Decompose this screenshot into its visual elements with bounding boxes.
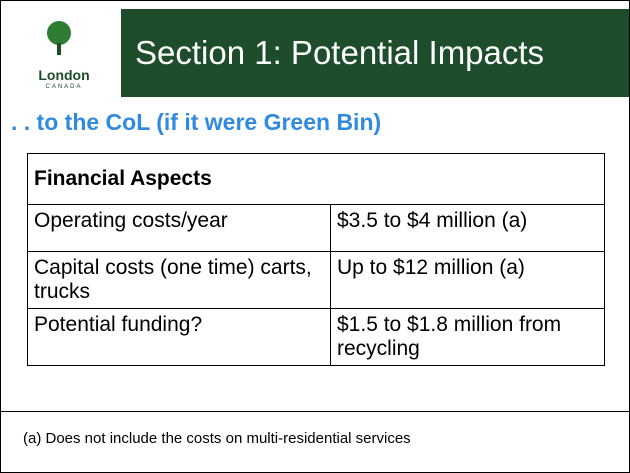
logo-text: London xyxy=(38,67,90,83)
cell: Capital costs (one time) carts, trucks xyxy=(27,251,331,309)
table-header: Financial Aspects xyxy=(27,153,605,205)
cell: $1.5 to $1.8 million from recycling xyxy=(330,308,605,366)
cell: Up to $12 million (a) xyxy=(330,251,605,309)
title-bar: Section 1: Potential Impacts xyxy=(121,9,629,97)
table: Financial Aspects Operating costs/year $3… xyxy=(27,153,605,366)
logo-tree xyxy=(47,21,71,55)
title: Section 1: Potential Impacts xyxy=(135,34,545,71)
cell: Potential funding? xyxy=(27,308,331,366)
subtitle: . . to the CoL (if it were Green Bin) xyxy=(11,109,382,135)
footnote: (a) Does not include the costs on multi-… xyxy=(1,411,629,447)
logo: London CANADA xyxy=(9,9,119,97)
cell: Operating costs/year xyxy=(27,204,331,252)
logo-subtext: CANADA xyxy=(45,84,83,90)
cell: $3.5 to $4 million (a) xyxy=(330,204,605,252)
